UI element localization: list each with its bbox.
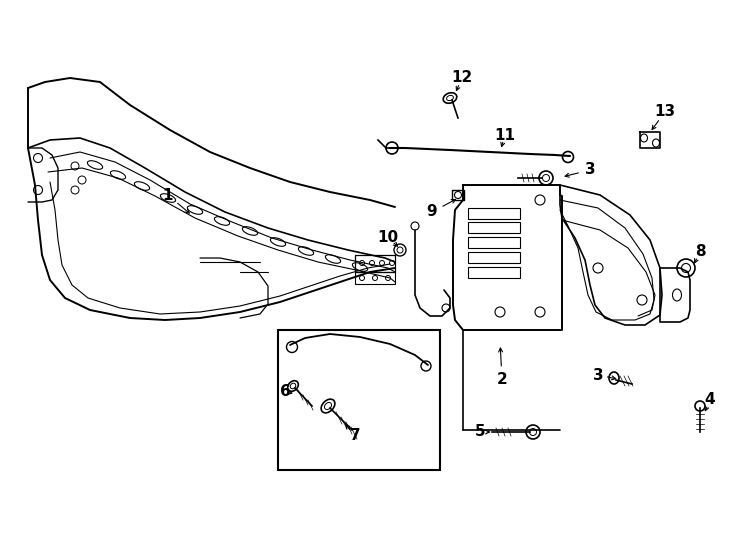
Text: 10: 10 <box>377 231 399 246</box>
Text: 3: 3 <box>585 163 595 178</box>
Bar <box>468 208 520 219</box>
Text: 2: 2 <box>497 373 507 388</box>
Bar <box>468 252 520 263</box>
Bar <box>468 267 520 278</box>
Text: 11: 11 <box>495 127 515 143</box>
Bar <box>468 222 520 233</box>
Bar <box>468 237 520 248</box>
Text: 1: 1 <box>163 187 173 202</box>
Text: 12: 12 <box>451 71 473 85</box>
Text: 3: 3 <box>592 368 603 382</box>
Text: 5: 5 <box>475 424 485 440</box>
Text: 6: 6 <box>280 384 291 400</box>
Text: 9: 9 <box>426 205 437 219</box>
Bar <box>278 330 440 470</box>
Bar <box>355 272 395 284</box>
Text: 8: 8 <box>694 245 705 260</box>
Text: 4: 4 <box>705 393 716 408</box>
Text: 7: 7 <box>349 429 360 443</box>
Text: 13: 13 <box>655 105 675 119</box>
